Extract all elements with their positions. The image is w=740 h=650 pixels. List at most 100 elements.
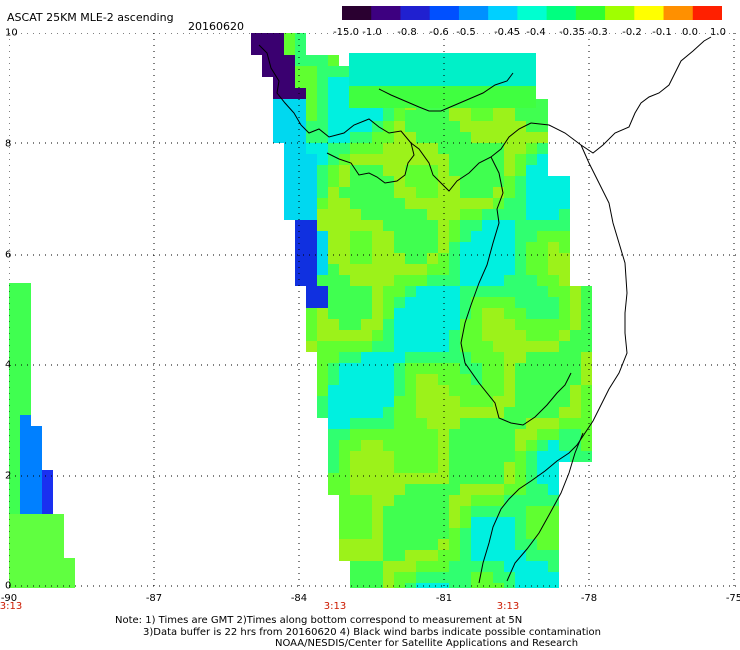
swath-cell bbox=[405, 330, 416, 341]
swath-cell bbox=[482, 231, 493, 242]
swath-cell bbox=[383, 407, 394, 418]
swath-cell bbox=[53, 536, 64, 547]
swath-cell bbox=[339, 275, 350, 286]
swath-cell bbox=[537, 363, 548, 374]
swath-cell bbox=[328, 176, 339, 187]
swath-cell bbox=[31, 481, 42, 492]
swath-cell bbox=[328, 121, 339, 132]
graticule bbox=[9, 33, 737, 588]
swath-cell bbox=[471, 407, 482, 418]
swath-cell bbox=[405, 187, 416, 198]
swath-cell bbox=[460, 187, 471, 198]
swath-cell bbox=[581, 330, 592, 341]
swath-cell bbox=[394, 308, 405, 319]
swath-cell bbox=[306, 209, 317, 220]
swath-cell bbox=[306, 77, 317, 88]
swath-cell bbox=[339, 88, 350, 99]
swath-cell bbox=[559, 330, 570, 341]
swath-cell bbox=[372, 308, 383, 319]
swath-cell bbox=[581, 429, 592, 440]
swath-cell bbox=[361, 143, 372, 154]
swath-cell bbox=[383, 143, 394, 154]
swath-cell bbox=[361, 253, 372, 264]
swath-cell bbox=[525, 64, 536, 75]
swath-cell bbox=[328, 451, 339, 462]
swath-cell bbox=[471, 143, 482, 154]
swath-cell bbox=[328, 374, 339, 385]
swath-cell bbox=[493, 407, 504, 418]
swath-cell bbox=[361, 374, 372, 385]
swath-cell bbox=[383, 561, 394, 572]
swath-cell bbox=[350, 407, 361, 418]
swath-cell bbox=[537, 451, 548, 462]
swath-cell bbox=[328, 473, 339, 484]
swath-cell bbox=[394, 187, 405, 198]
swath-cell bbox=[350, 462, 361, 473]
swath-cell bbox=[471, 121, 482, 132]
swath-cell bbox=[317, 165, 328, 176]
swath-cell bbox=[493, 528, 504, 539]
swath-cell bbox=[493, 517, 504, 528]
swath-cell bbox=[372, 154, 383, 165]
swath-cell bbox=[405, 429, 416, 440]
swath-cell bbox=[317, 66, 328, 77]
swath-cell bbox=[328, 429, 339, 440]
swath-cell bbox=[438, 231, 449, 242]
swath-cell bbox=[339, 165, 350, 176]
swath-cell bbox=[394, 330, 405, 341]
swath-cell bbox=[559, 242, 570, 253]
swath-cell bbox=[470, 64, 481, 75]
swath-cell bbox=[427, 121, 438, 132]
swath-cell bbox=[20, 437, 31, 448]
swath-cell bbox=[504, 407, 515, 418]
swath-cell bbox=[328, 363, 339, 374]
swath-cell bbox=[482, 495, 493, 506]
swath-cell bbox=[504, 429, 515, 440]
swath-cell bbox=[394, 495, 405, 506]
swath-cell bbox=[559, 319, 570, 330]
swath-cell bbox=[350, 583, 361, 588]
colorbar-segment bbox=[634, 6, 665, 20]
swath-cell bbox=[339, 385, 350, 396]
swath-cell bbox=[537, 462, 548, 473]
swath-cell bbox=[416, 495, 427, 506]
swath-cell bbox=[372, 176, 383, 187]
swath-cell bbox=[295, 198, 306, 209]
swath-cell bbox=[504, 473, 515, 484]
swath-cell bbox=[382, 53, 393, 64]
swath-cell bbox=[482, 572, 493, 583]
swath-cell bbox=[339, 253, 350, 264]
swath-cell bbox=[394, 429, 405, 440]
swath-cell bbox=[559, 374, 570, 385]
swath-cell bbox=[548, 319, 559, 330]
swath-cell bbox=[482, 374, 493, 385]
swath-cell bbox=[9, 305, 20, 316]
swath-cell bbox=[350, 143, 361, 154]
swath-cell bbox=[449, 583, 460, 588]
swath-cell bbox=[471, 561, 482, 572]
swath-cell bbox=[493, 121, 504, 132]
swath-cell bbox=[372, 429, 383, 440]
swath-cell bbox=[350, 572, 361, 583]
swath-cell bbox=[349, 75, 360, 86]
swath-cell bbox=[416, 286, 427, 297]
swath-cell bbox=[284, 110, 295, 121]
swath-cell bbox=[306, 286, 317, 297]
swath-cell bbox=[416, 517, 427, 528]
swath-cell bbox=[405, 418, 416, 429]
swath-cell bbox=[361, 561, 372, 572]
swath-cell bbox=[493, 583, 504, 588]
swath-cell bbox=[350, 341, 361, 352]
swath-cell bbox=[372, 363, 383, 374]
swath-cell bbox=[371, 64, 382, 75]
swath-cell bbox=[393, 86, 404, 97]
swath-cell bbox=[284, 176, 295, 187]
swath-cell bbox=[284, 77, 295, 88]
swath-cell bbox=[504, 495, 515, 506]
swath-cell bbox=[559, 176, 570, 187]
swath-cell bbox=[449, 418, 460, 429]
swath-cell bbox=[526, 253, 537, 264]
swath-cell bbox=[504, 418, 515, 429]
swath-cell bbox=[548, 451, 559, 462]
swath-cell bbox=[460, 561, 471, 572]
